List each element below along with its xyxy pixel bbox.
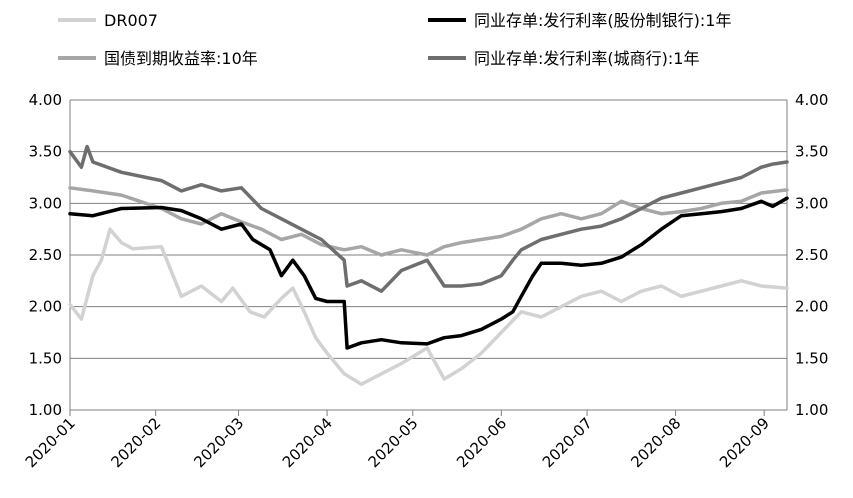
x-tick-label: 2020-06 <box>453 414 510 471</box>
y-tick-label-right: 1.00 <box>795 401 828 419</box>
y-tick-label-left: 1.00 <box>29 401 62 419</box>
series-line-0 <box>68 227 789 386</box>
series-line-2 <box>68 196 789 350</box>
y-tick-label-right: 3.00 <box>795 194 828 212</box>
x-tick-label: 2020-07 <box>539 414 596 471</box>
x-tick-label: 2020-03 <box>190 414 247 471</box>
x-tick-label: 2020-08 <box>627 414 684 471</box>
x-tick-label: 2020-02 <box>107 414 164 471</box>
y-tick-label-left: 2.00 <box>29 298 62 316</box>
legend-label-1: 国债到期收益率:10年 <box>104 49 258 68</box>
x-tick-label: 2020-05 <box>365 414 422 471</box>
y-tick-label-left: 2.50 <box>29 246 62 264</box>
y-tick-label-right: 1.50 <box>795 349 828 367</box>
legend-label-3: 同业存单:发行利率(城商行):1年 <box>474 49 699 68</box>
y-tick-label-right: 4.00 <box>795 91 828 109</box>
y-tick-label-left: 4.00 <box>29 91 62 109</box>
axes: 1.00 1.00 1.50 1.50 2.00 2.00 2.50 2.50 3.00 3.00… <box>22 91 829 471</box>
y-tick-label-left: 3.00 <box>29 194 62 212</box>
series-lines <box>68 144 789 386</box>
y-tick-label-left: 3.50 <box>29 143 62 161</box>
y-tick-label-right: 3.50 <box>795 143 828 161</box>
series-line-3 <box>68 144 789 293</box>
x-tick-label: 2020-04 <box>279 414 336 471</box>
x-tick-label: 2020-01 <box>22 414 79 471</box>
y-tick-label-left: 1.50 <box>29 349 62 367</box>
grid-lines <box>70 99 787 359</box>
series-line-1 <box>68 186 789 257</box>
legend: DR007 国债到期收益率:10年 同业存单:发行利率(股份制银行):1年同业存单:… <box>58 11 731 68</box>
y-tick-label-right: 2.00 <box>795 298 828 316</box>
y-tick-label-right: 2.50 <box>795 246 828 264</box>
legend-label-2: 同业存单:发行利率(股份制银行):1年 <box>474 11 731 30</box>
x-tick-label: 2020-09 <box>716 414 773 471</box>
legend-label-0: DR007 <box>104 11 158 30</box>
